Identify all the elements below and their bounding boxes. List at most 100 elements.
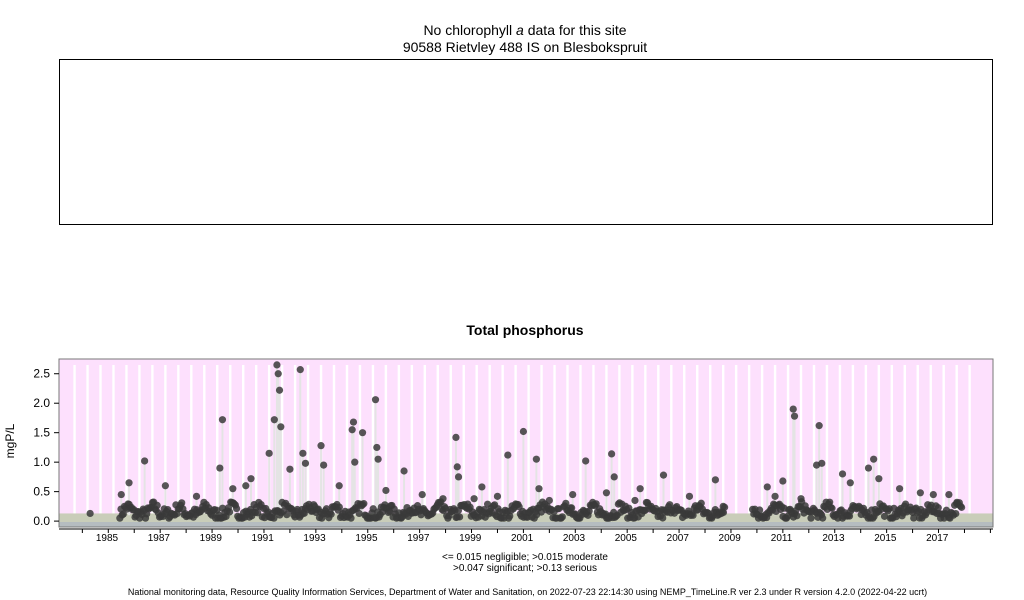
data-point <box>608 450 616 458</box>
data-point <box>685 492 694 500</box>
gridline <box>864 365 868 527</box>
gridline <box>838 365 842 527</box>
data-point <box>689 511 697 519</box>
data-point <box>493 492 502 500</box>
x-tick-label: 1997 <box>407 533 430 544</box>
gridline <box>890 365 894 527</box>
data-point <box>275 386 284 394</box>
gridline <box>267 365 271 527</box>
data-point <box>763 483 771 491</box>
data-point <box>815 422 823 430</box>
data-point <box>270 416 278 424</box>
footer-credit: National monitoring data, Resource Quali… <box>127 587 928 597</box>
data-point <box>910 514 918 522</box>
data-point <box>286 465 294 473</box>
y-tick-label: 2.5 <box>33 367 50 381</box>
data-point <box>535 485 543 493</box>
x-tick-label: 2015 <box>874 533 897 544</box>
data-point <box>373 443 381 452</box>
band-negligible <box>59 522 993 527</box>
data-point <box>349 418 358 426</box>
gridline <box>670 365 673 527</box>
threshold-note-line1: <= 0.015 negligible; >0.015 moderate <box>442 552 608 563</box>
gridline <box>929 365 932 527</box>
x-tick-label: 1991 <box>252 533 275 544</box>
data-point <box>296 366 304 374</box>
data-point <box>470 495 478 503</box>
gridline <box>177 365 180 527</box>
gridline <box>786 365 790 527</box>
data-point <box>455 513 464 521</box>
gridline <box>203 365 206 527</box>
data-point <box>838 470 847 478</box>
data-point <box>532 455 540 463</box>
gridline <box>73 365 76 527</box>
empty-chlorophyll-panel <box>59 59 993 225</box>
data-point <box>254 509 262 517</box>
data-point <box>273 361 281 369</box>
data-point <box>506 512 514 520</box>
gridline <box>877 365 881 527</box>
gridline <box>384 365 388 527</box>
data-point <box>347 514 355 522</box>
data-point <box>141 457 149 465</box>
x-tick-label: 1989 <box>200 533 223 544</box>
gridline <box>151 365 154 527</box>
threshold-note-line2: >0.047 significant; >0.13 serious <box>453 563 597 574</box>
x-tick-label: 2007 <box>667 533 690 544</box>
gridline <box>332 365 336 527</box>
data-point <box>452 433 460 441</box>
data-point <box>358 429 367 437</box>
data-point <box>348 426 356 434</box>
data-point <box>274 370 282 378</box>
gridline <box>229 365 232 527</box>
gridline <box>747 365 751 527</box>
data-point <box>301 459 310 467</box>
title-italic: a <box>516 22 524 38</box>
gridline <box>644 365 647 527</box>
data-point <box>218 416 227 424</box>
data-point <box>569 490 577 499</box>
title-suffix: data for this site <box>523 22 627 38</box>
data-point <box>519 427 528 436</box>
data-point <box>828 504 836 512</box>
data-point <box>790 412 799 420</box>
gridline <box>825 365 829 527</box>
data-point <box>870 455 878 463</box>
data-point <box>958 503 966 511</box>
gridline <box>540 365 543 527</box>
data-point <box>335 482 343 490</box>
gridline <box>345 365 349 527</box>
data-point <box>864 464 873 472</box>
gridline <box>293 365 297 527</box>
data-point <box>818 459 826 467</box>
x-tick-label: 1993 <box>303 533 326 544</box>
y-axis-label: mgP/L <box>3 423 17 458</box>
data-point <box>242 482 250 490</box>
data-point <box>568 504 576 512</box>
data-point <box>697 499 705 507</box>
y-tick-label: 0.0 <box>33 514 50 528</box>
gridline <box>734 365 738 527</box>
data-point <box>371 396 380 404</box>
gridline <box>527 365 530 527</box>
data-point <box>270 514 278 522</box>
gridline <box>216 365 219 527</box>
gridline <box>916 365 919 527</box>
gridline <box>696 365 699 527</box>
data-point <box>789 405 797 413</box>
data-point <box>756 506 764 514</box>
x-tick-label: 2009 <box>719 533 742 544</box>
gridline <box>514 365 517 527</box>
gridline <box>903 365 906 527</box>
gridline <box>618 365 621 527</box>
gridline <box>799 365 803 527</box>
gridline <box>773 365 777 527</box>
gridline <box>306 365 310 527</box>
gridline <box>968 365 971 527</box>
data-point <box>636 485 644 493</box>
y-tick-label: 2.0 <box>33 396 50 410</box>
y-tick-label: 1.0 <box>33 455 50 469</box>
data-point <box>232 504 241 513</box>
